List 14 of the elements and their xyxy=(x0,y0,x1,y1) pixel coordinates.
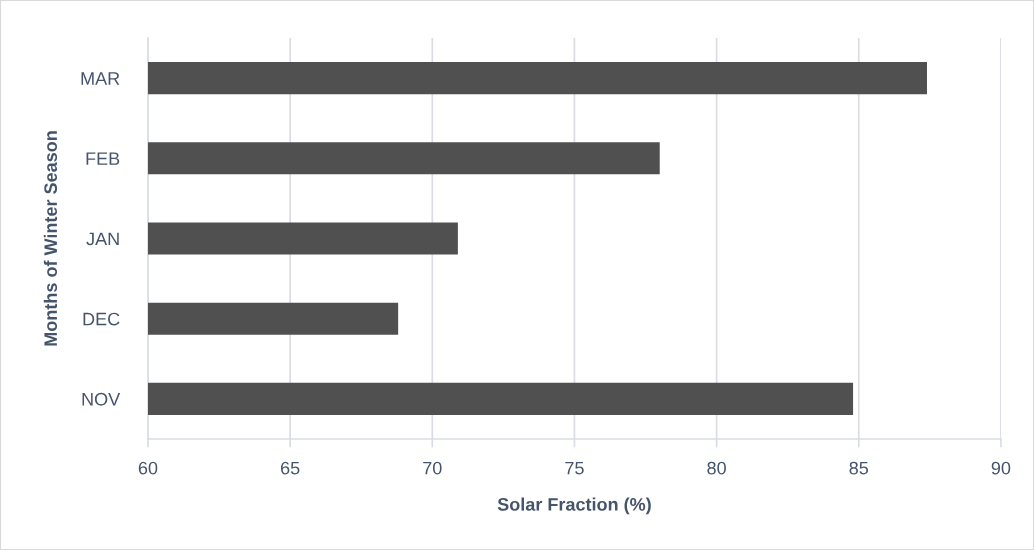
x-tick-label: 65 xyxy=(281,461,300,475)
y-tick-label: JAN xyxy=(86,232,119,246)
y-tick-label: FEB xyxy=(86,152,120,165)
x-tick-label: 80 xyxy=(707,461,726,475)
x-tick-label: 85 xyxy=(849,461,869,475)
x-tick-label: 70 xyxy=(423,461,442,475)
y-tick-label: DEC xyxy=(83,312,120,326)
x-tick-label: 75 xyxy=(565,461,584,475)
y-tick-label: NOV xyxy=(82,392,121,406)
y-tick-label: MAR xyxy=(81,72,120,85)
x-tick-label: 60 xyxy=(138,461,158,475)
x-tick-label: 90 xyxy=(991,461,1011,475)
x-axis-title: Solar Fraction (%) xyxy=(497,497,651,515)
y-axis-title: Months of Winter Season xyxy=(43,131,58,346)
